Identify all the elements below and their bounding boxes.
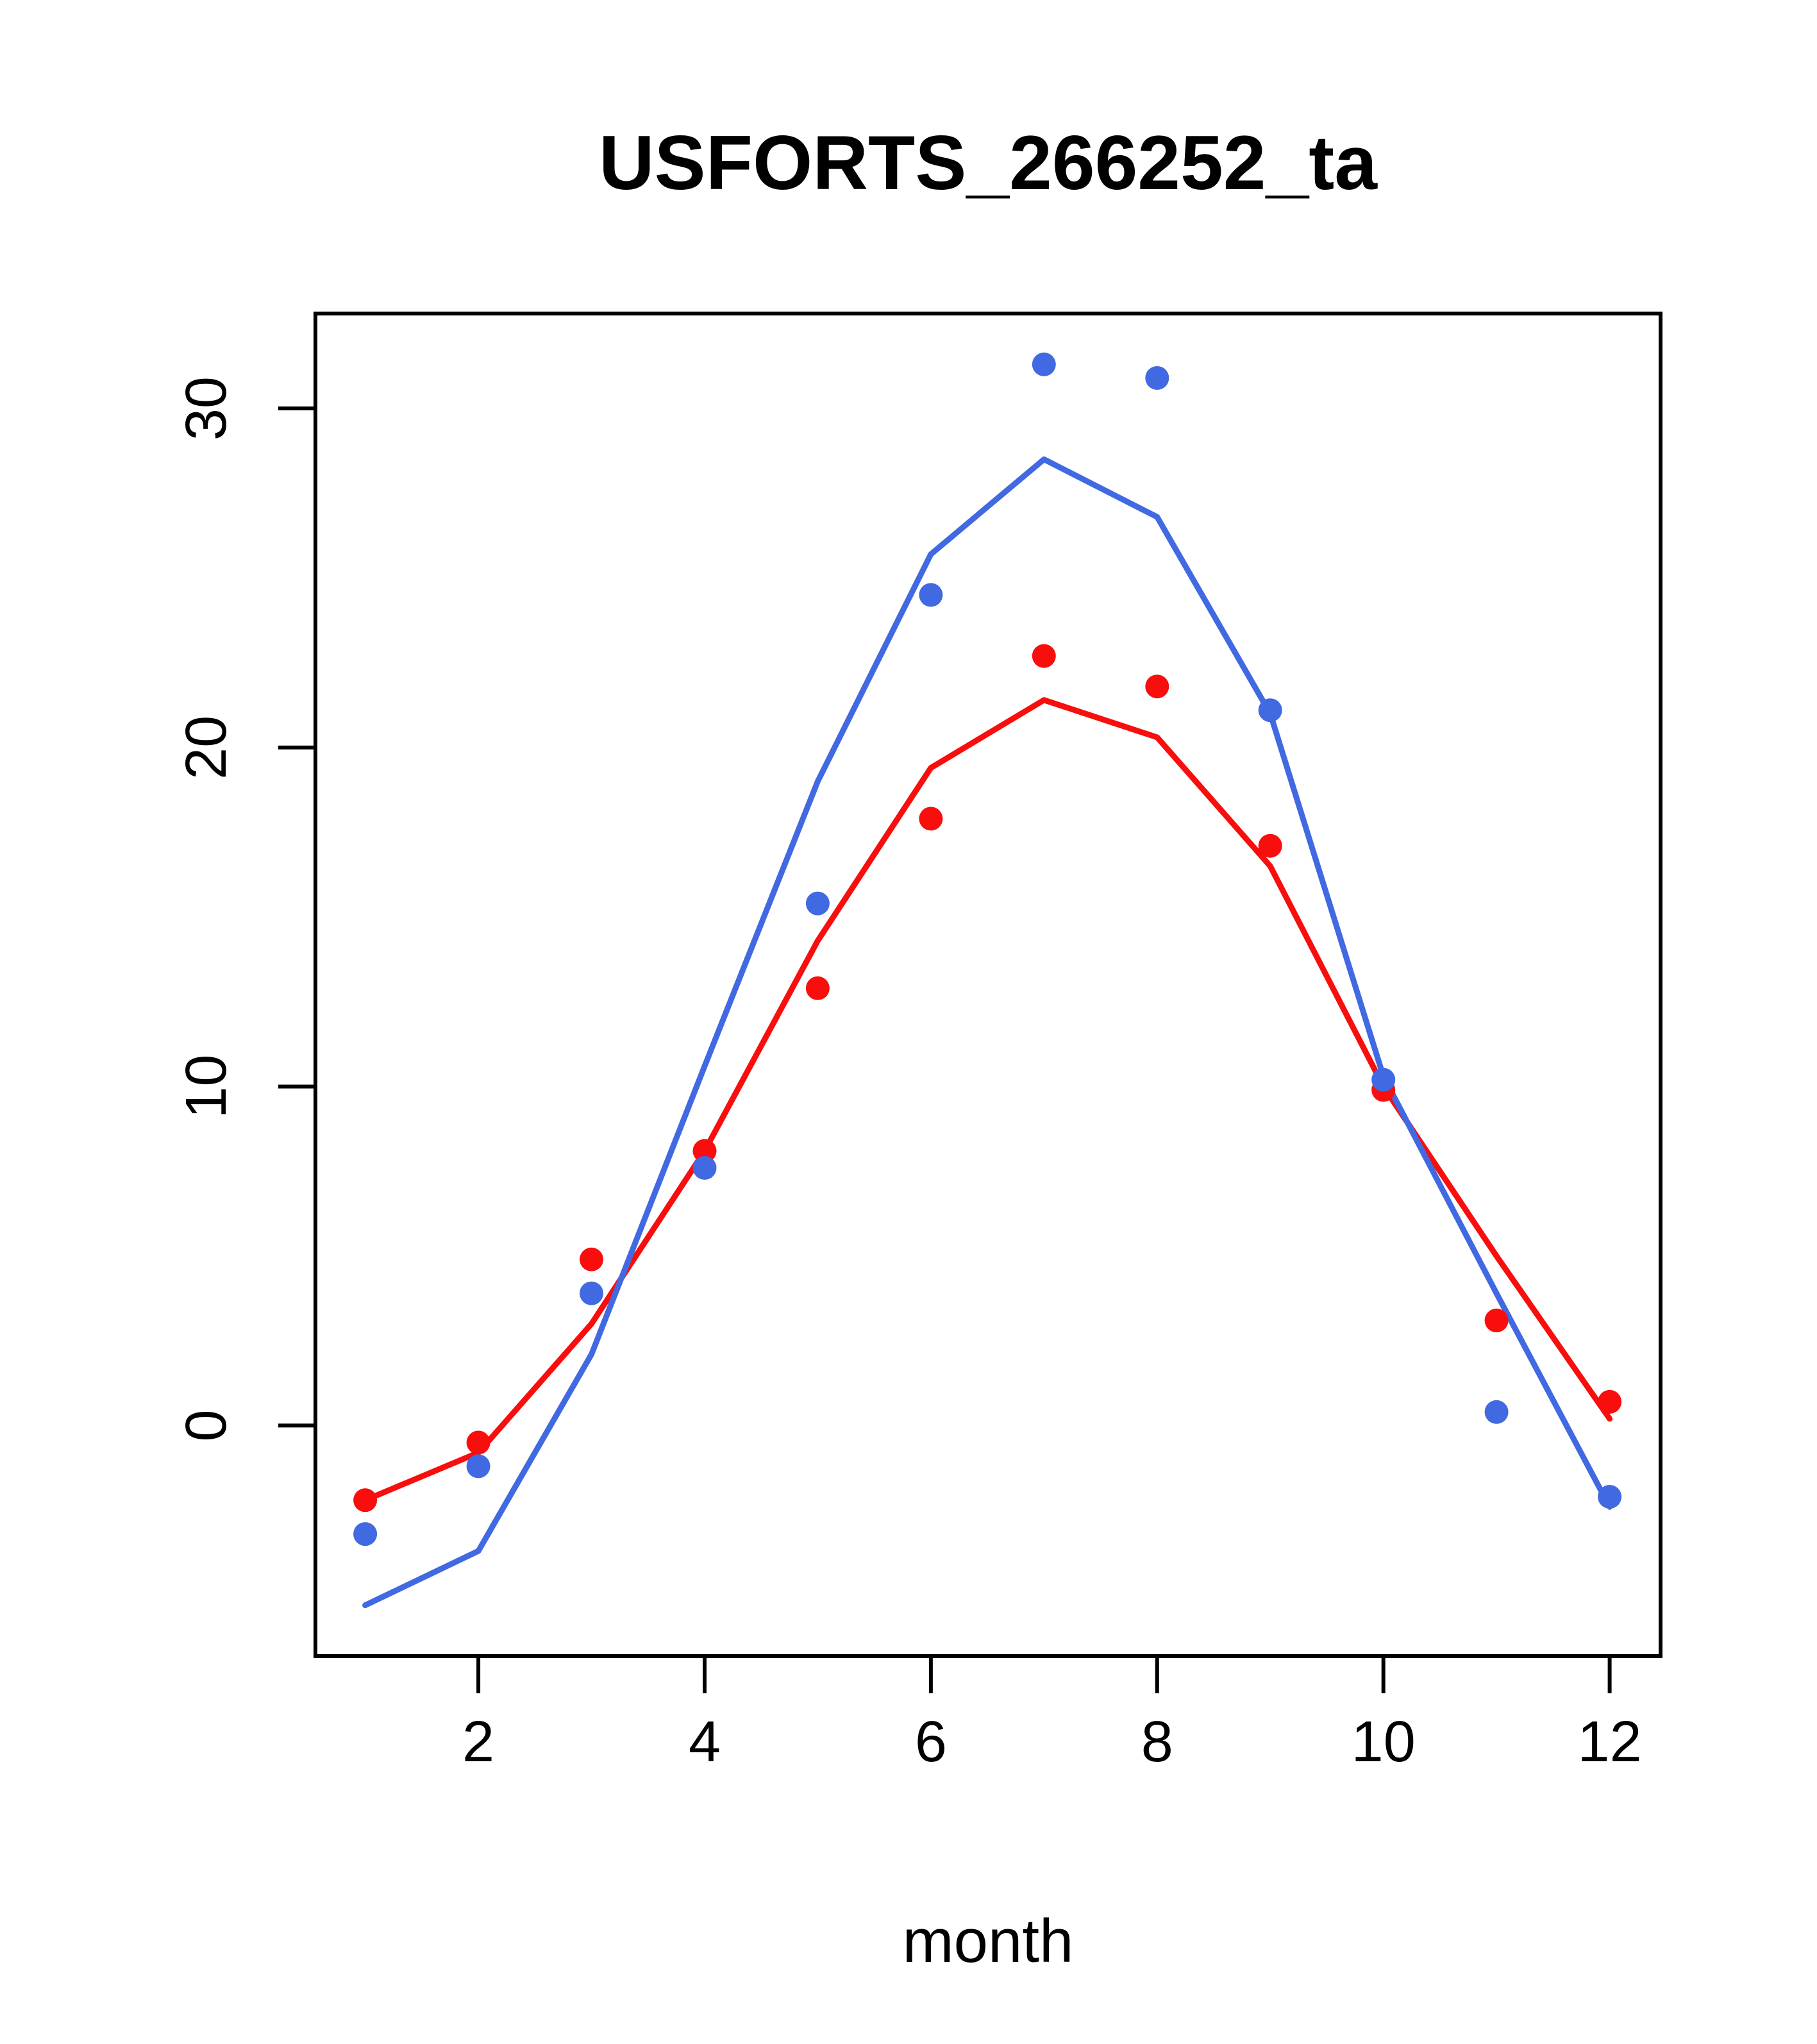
x-axis-title: month [903, 1907, 1074, 1975]
x-tick-label: 2 [462, 1710, 494, 1774]
red-point [692, 1139, 717, 1163]
red-point [1258, 834, 1282, 858]
red-line [362, 697, 1613, 1504]
blue-point [692, 1156, 717, 1180]
blue-points [353, 352, 1622, 1546]
y-tick-label: 30 [174, 376, 239, 440]
blue-point [1032, 352, 1056, 376]
blue-point [1371, 1068, 1396, 1092]
red-point [1484, 1309, 1509, 1332]
y-axis-ticks: 0 10 20 30 [174, 376, 315, 1441]
y-tick-label: 10 [174, 1055, 239, 1119]
blue-point [919, 583, 943, 607]
blue-point [1484, 1400, 1509, 1424]
red-point [919, 807, 943, 831]
blue-point [353, 1522, 378, 1546]
x-axis-ticks: 2 4 6 8 10 12 [462, 1656, 1642, 1774]
red-point [1032, 644, 1056, 668]
y-tick-label: 20 [174, 716, 239, 780]
red-point [1598, 1389, 1622, 1414]
plot-frame [314, 312, 1662, 1658]
red-points [353, 644, 1622, 1512]
red-point [1145, 674, 1169, 699]
x-tick-label: 4 [689, 1710, 721, 1774]
blue-point [466, 1454, 490, 1479]
x-tick-label: 6 [915, 1710, 947, 1774]
red-point [466, 1430, 490, 1455]
blue-point [580, 1281, 603, 1305]
red-point [353, 1488, 378, 1512]
x-tick-label: 8 [1141, 1710, 1173, 1774]
y-tick-label: 0 [174, 1409, 239, 1441]
x-tick-label: 10 [1352, 1710, 1416, 1774]
blue-point [1145, 366, 1169, 390]
blue-point [1598, 1485, 1622, 1509]
blue-point [1258, 698, 1282, 723]
data-series [353, 352, 1622, 1609]
red-point [580, 1247, 603, 1271]
x-tick-label: 12 [1578, 1710, 1642, 1774]
blue-line [362, 456, 1613, 1609]
red-point [805, 976, 830, 1000]
chart-title: USFORTS_266252_ta [599, 120, 1378, 206]
blue-point [805, 891, 830, 916]
